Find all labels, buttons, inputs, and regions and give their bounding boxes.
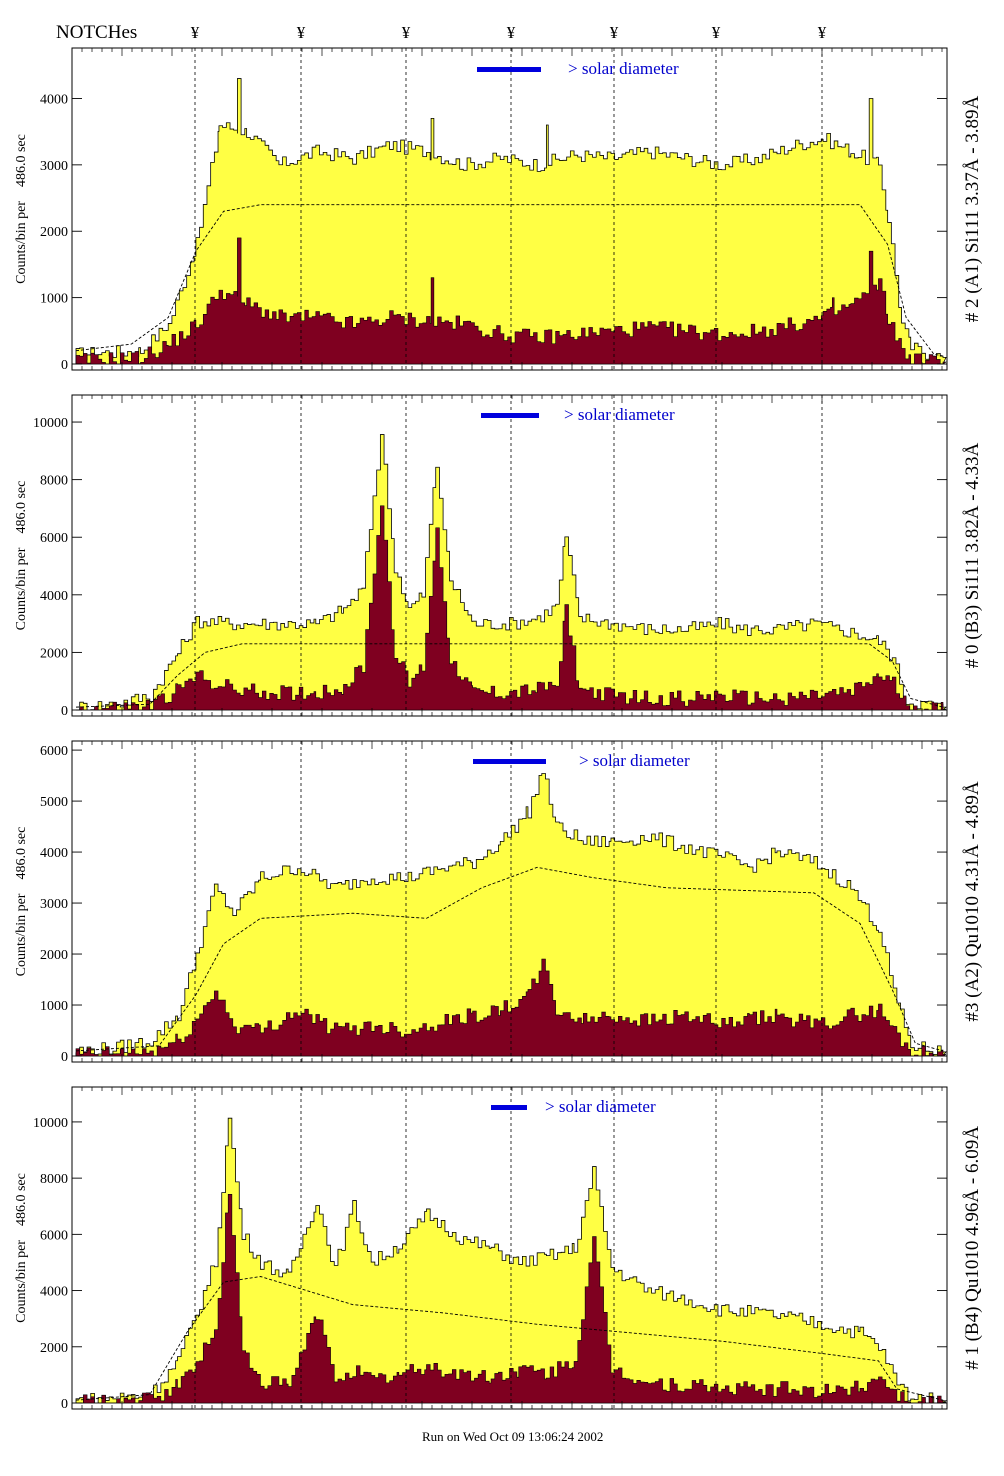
lower-counts-area-4 — [76, 1194, 947, 1404]
y-axis-label-3: Counts/bin per 486.0 sec — [14, 827, 29, 977]
panel-1: 0 1000 2000 3000 4000 Counts/bin per 486.0 se… — [14, 47, 983, 373]
y-tick-label-3-5: 5000 — [40, 795, 68, 810]
y-tick-label-4-5: 10000 — [33, 1116, 68, 1131]
y-tick-label-2-0: 0 — [61, 704, 68, 719]
panel-frame-2 — [71, 394, 948, 717]
legend-text-3: > solar diameter — [579, 751, 690, 770]
panel-title-2: # 0 (B3) Si111 3.82Å - 4.33Å — [962, 442, 983, 668]
panel-title-4: # 1 (B4) Qu1010 4.96Å - 6.09Å — [962, 1126, 983, 1370]
y-tick-label-1-3: 3000 — [40, 159, 68, 174]
total-counts-area-3 — [75, 773, 947, 1057]
notch-markers: ¥ ¥ ¥ ¥ ¥ ¥ ¥ — [191, 23, 827, 42]
legend-text-4: > solar diameter — [545, 1097, 656, 1116]
legend-bar-3 — [473, 759, 546, 764]
model-curve-2 — [75, 643, 944, 708]
y-tick-label-4-3: 6000 — [40, 1228, 68, 1243]
total-counts-area-2 — [76, 434, 947, 711]
notch-marker-1: ¥ — [191, 23, 200, 42]
panel-3: 0 1000 2000 3000 4000 5000 6000 Counts/bin per … — [14, 740, 983, 1065]
y-tick-label-1-1: 1000 — [40, 292, 68, 307]
panel-4: 0 2000 4000 6000 8000 10000 Counts/bin per 486… — [14, 1086, 983, 1412]
y-tick-label-3-2: 2000 — [40, 948, 68, 963]
y-tick-label-3-3: 3000 — [40, 897, 68, 912]
y-tick-label-1-4: 4000 — [40, 92, 68, 107]
legend-text-2: > solar diameter — [564, 405, 675, 424]
y-tick-label-4-0: 0 — [61, 1397, 68, 1412]
notch-marker-4: ¥ — [507, 23, 516, 42]
y-tick-label-4-4: 8000 — [40, 1172, 68, 1187]
lower-counts-area-2 — [76, 505, 947, 711]
legend-text-1: > solar diameter — [568, 59, 679, 78]
lower-counts-area-3 — [75, 958, 947, 1057]
y-axis-label-4: Counts/bin per 486.0 sec — [14, 1173, 29, 1323]
legend-bar-1 — [477, 67, 541, 72]
notch-marker-7: ¥ — [818, 23, 827, 42]
panel-title-1: # 2 (A1) Si111 3.37Å - 3.89Å — [962, 95, 983, 322]
y-tick-label-2-1: 2000 — [40, 646, 68, 661]
y-tick-label-3-6: 6000 — [40, 744, 68, 759]
model-curve-4 — [75, 1276, 944, 1401]
panel-2: 0 2000 4000 6000 8000 10000 Counts/bin per 486… — [14, 394, 983, 719]
notch-marker-5: ¥ — [610, 23, 619, 42]
panel-frame-4 — [71, 1086, 948, 1410]
legend-bar-2 — [481, 413, 539, 418]
y-tick-label-2-2: 4000 — [40, 589, 68, 604]
y-tick-label-1-0: 0 — [61, 358, 68, 373]
y-tick-label-4-2: 4000 — [40, 1285, 68, 1300]
panels: 0 1000 2000 3000 4000 Counts/bin per 486.0 se… — [14, 47, 983, 1412]
model-curve-1 — [75, 204, 944, 357]
model-curve-3 — [75, 866, 944, 1052]
notch-marker-6: ¥ — [712, 23, 721, 42]
panel-title-3: #3 (A2) Qu1010 4.31Å - 4.89Å — [962, 781, 983, 1021]
notch-marker-2: ¥ — [297, 23, 306, 42]
y-tick-label-2-4: 8000 — [40, 474, 68, 489]
y-tick-label-3-0: 0 — [61, 1050, 68, 1065]
legend-bar-4 — [491, 1105, 527, 1110]
y-tick-label-3-4: 4000 — [40, 846, 68, 861]
notches-label: NOTCHes — [56, 22, 137, 43]
y-tick-label-2-5: 10000 — [33, 416, 68, 431]
y-axis-label-2: Counts/bin per 486.0 sec — [14, 481, 29, 631]
y-tick-label-1-2: 2000 — [40, 225, 68, 240]
y-axis-label-1: Counts/bin per 486.0 sec — [14, 134, 29, 284]
total-counts-area-1 — [75, 78, 947, 365]
total-counts-area-4 — [75, 1117, 948, 1404]
run-footer: Run on Wed Oct 09 13:06:24 2002 — [422, 1429, 603, 1444]
y-tick-label-3-1: 1000 — [40, 999, 68, 1014]
y-tick-label-2-3: 6000 — [40, 531, 68, 546]
panel-frame-3 — [71, 740, 948, 1063]
panel-frame-1 — [71, 47, 948, 371]
notch-marker-3: ¥ — [402, 23, 411, 42]
y-tick-label-4-1: 2000 — [40, 1341, 68, 1356]
